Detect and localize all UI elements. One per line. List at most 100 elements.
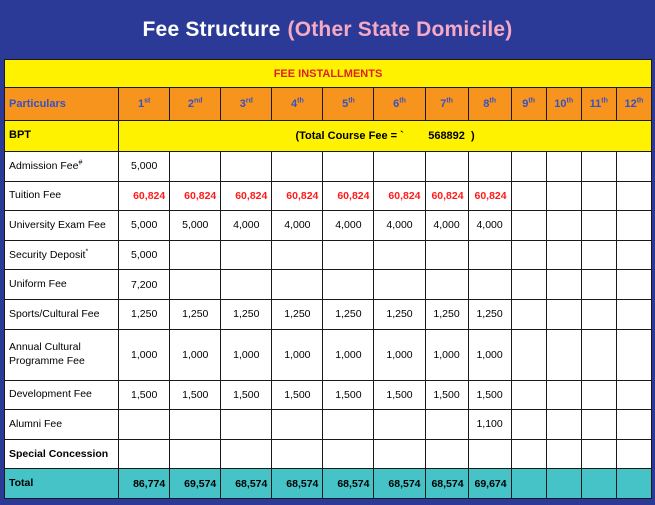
fee-value-cell: 4,000 bbox=[424, 210, 469, 241]
column-header-4: 4th bbox=[271, 87, 324, 121]
fee-value-cell bbox=[545, 269, 582, 300]
fee-value-cell: 1,000 bbox=[373, 328, 426, 381]
fee-value-cell: 68,574 bbox=[322, 468, 375, 499]
fee-value-cell bbox=[510, 298, 547, 330]
fee-value-cell bbox=[467, 239, 512, 271]
fee-value-cell: 1,500 bbox=[424, 379, 469, 411]
fee-value-cell: 60,824 bbox=[373, 180, 426, 212]
fee-value-cell bbox=[545, 298, 582, 330]
fee-value-cell bbox=[580, 328, 617, 381]
fee-value-cell: 1,000 bbox=[118, 328, 171, 381]
fee-value-cell bbox=[545, 180, 582, 212]
fee-value-cell: 1,500 bbox=[467, 379, 512, 411]
fee-value-cell bbox=[510, 438, 547, 470]
fee-value-cell: 1,250 bbox=[118, 298, 171, 330]
total-course-fee: (Total Course Fee = ` 568892 ) bbox=[118, 120, 652, 152]
fee-value-cell: 60,824 bbox=[118, 180, 171, 212]
fee-value-cell: 1,000 bbox=[424, 328, 469, 381]
table-row: Uniform Fee 7,200 bbox=[3, 269, 653, 300]
row-label: Admission Fee# bbox=[3, 151, 120, 182]
column-header-3: 3rd bbox=[220, 87, 273, 121]
fee-value-cell: 60,824 bbox=[271, 180, 324, 212]
fee-value-cell: 1,250 bbox=[322, 298, 375, 330]
fee-value-cell bbox=[545, 468, 582, 499]
fee-value-cell: 60,824 bbox=[169, 180, 222, 212]
fee-value-cell bbox=[580, 438, 617, 470]
column-header-9: 9th bbox=[510, 87, 547, 121]
fee-value-cell: 4,000 bbox=[373, 210, 426, 241]
fee-value-cell: 1,250 bbox=[373, 298, 426, 330]
fee-value-cell bbox=[510, 151, 547, 182]
column-header-10: 10th bbox=[545, 87, 582, 121]
fee-value-cell bbox=[467, 151, 512, 182]
fee-value-cell bbox=[424, 239, 469, 271]
fee-value-cell: 1,500 bbox=[169, 379, 222, 411]
fee-value-cell bbox=[510, 468, 547, 499]
fee-value-cell: 7,200 bbox=[118, 269, 171, 300]
fee-value-cell bbox=[510, 328, 547, 381]
column-header-7: 7th bbox=[424, 87, 469, 121]
fee-value-cell bbox=[615, 210, 653, 241]
fee-value-cell bbox=[169, 269, 222, 300]
fee-value-cell: 1,500 bbox=[118, 379, 171, 411]
row-label: Tuition Fee bbox=[3, 180, 120, 212]
fee-value-cell bbox=[510, 409, 547, 440]
fee-table: FEE INSTALLMENTS Particulars 1st 2nd 3rd 4t… bbox=[3, 59, 653, 499]
fee-value-cell bbox=[580, 151, 617, 182]
fee-value-cell bbox=[510, 269, 547, 300]
installments-header-row: Particulars 1st 2nd 3rd 4th 5th 6th 7th 8th 9th 1… bbox=[3, 87, 653, 121]
fee-value-cell bbox=[169, 239, 222, 271]
fee-value-cell bbox=[322, 269, 375, 300]
table-row: Sports/Cultural Fee 1,250 1,250 1,250 1,250 1… bbox=[3, 298, 653, 330]
fee-value-cell: 60,824 bbox=[220, 180, 273, 212]
fee-value-cell bbox=[580, 239, 617, 271]
title-highlight: (Other State Domicile) bbox=[287, 17, 513, 41]
fee-value-cell bbox=[169, 409, 222, 440]
course-row: BPT (Total Course Fee = ` 568892 ) bbox=[3, 120, 652, 152]
fee-value-cell: 1,250 bbox=[424, 298, 469, 330]
fee-value-cell: 1,250 bbox=[271, 298, 324, 330]
fee-value-cell bbox=[545, 151, 582, 182]
fee-value-cell bbox=[424, 151, 469, 182]
column-header-11: 11th bbox=[580, 87, 617, 121]
fee-value-cell bbox=[510, 379, 547, 411]
fee-value-cell bbox=[580, 379, 617, 411]
fee-value-cell bbox=[322, 151, 375, 182]
table-row: Alumni Fee 1,100 bbox=[3, 409, 653, 440]
fee-table-body: Admission Fee# 5,000 Tuition Fee 60,824 60,8… bbox=[3, 151, 653, 499]
fee-value-cell bbox=[615, 298, 653, 330]
fee-value-cell bbox=[169, 438, 222, 470]
fee-value-cell bbox=[545, 438, 582, 470]
fee-value-cell: 68,574 bbox=[373, 468, 426, 499]
course-name: BPT bbox=[3, 120, 120, 152]
fee-value-cell bbox=[373, 409, 426, 440]
fee-value-cell bbox=[615, 379, 653, 411]
column-header-2: 2nd bbox=[169, 87, 222, 121]
fee-value-cell bbox=[322, 409, 375, 440]
column-header-12: 12th bbox=[615, 87, 653, 121]
row-label: Uniform Fee bbox=[3, 269, 120, 300]
fee-value-cell bbox=[373, 151, 426, 182]
fee-value-cell bbox=[545, 210, 582, 241]
row-label: Alumni Fee bbox=[3, 409, 120, 440]
fee-value-cell bbox=[220, 239, 273, 271]
row-label: Annual Cultural Programme Fee bbox=[3, 328, 120, 381]
fee-value-cell: 4,000 bbox=[322, 210, 375, 241]
fee-value-cell: 1,500 bbox=[271, 379, 324, 411]
table-row: Security Deposit* 5,000 bbox=[3, 239, 653, 271]
fee-value-cell bbox=[424, 269, 469, 300]
fee-value-cell: 5,000 bbox=[118, 239, 171, 271]
row-label: Total bbox=[3, 468, 120, 499]
page-title: Fee Structure (Other State Domicile) bbox=[0, 0, 655, 59]
fee-value-cell: 60,824 bbox=[322, 180, 375, 212]
fee-value-cell bbox=[467, 438, 512, 470]
fee-value-cell: 1,000 bbox=[467, 328, 512, 381]
fee-value-cell: 4,000 bbox=[467, 210, 512, 241]
row-label: Security Deposit* bbox=[3, 239, 120, 271]
fee-value-cell: 60,824 bbox=[467, 180, 512, 212]
fee-value-cell bbox=[580, 180, 617, 212]
fee-value-cell bbox=[424, 409, 469, 440]
fee-value-cell: 69,674 bbox=[467, 468, 512, 499]
fee-installments-banner: FEE INSTALLMENTS bbox=[4, 59, 652, 88]
